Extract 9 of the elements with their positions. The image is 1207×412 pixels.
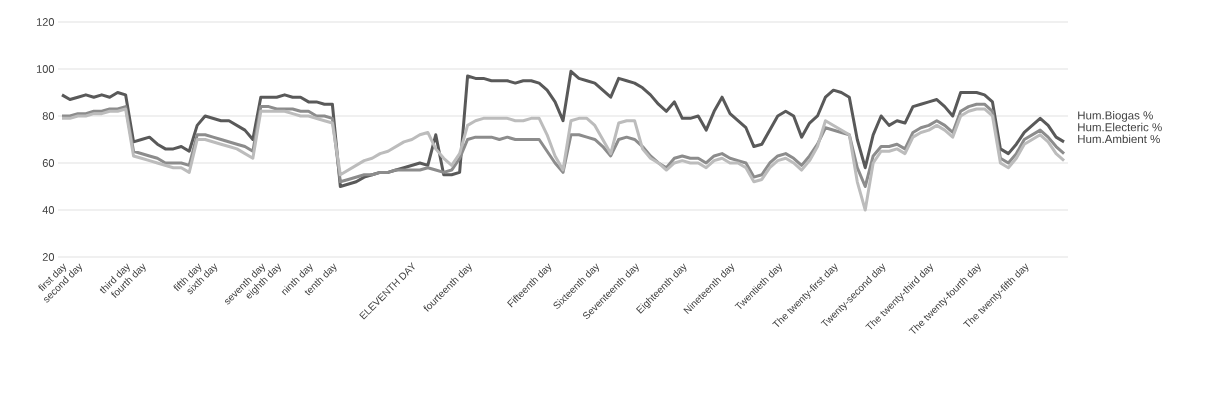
y-tick-label: 20 <box>42 253 55 261</box>
series-label: Hum.Ambient % <box>1078 134 1160 144</box>
y-tick-label: 40 <box>42 206 55 214</box>
text: Hum.Biogas % <box>1078 111 1153 122</box>
y-tick-label: 120 <box>36 18 55 26</box>
y-tick-label: 60 <box>42 159 55 167</box>
text: Hum.Electeric % <box>1078 122 1162 132</box>
y-tick-label: 100 <box>36 65 55 73</box>
y-tick-label: 80 <box>42 112 55 120</box>
